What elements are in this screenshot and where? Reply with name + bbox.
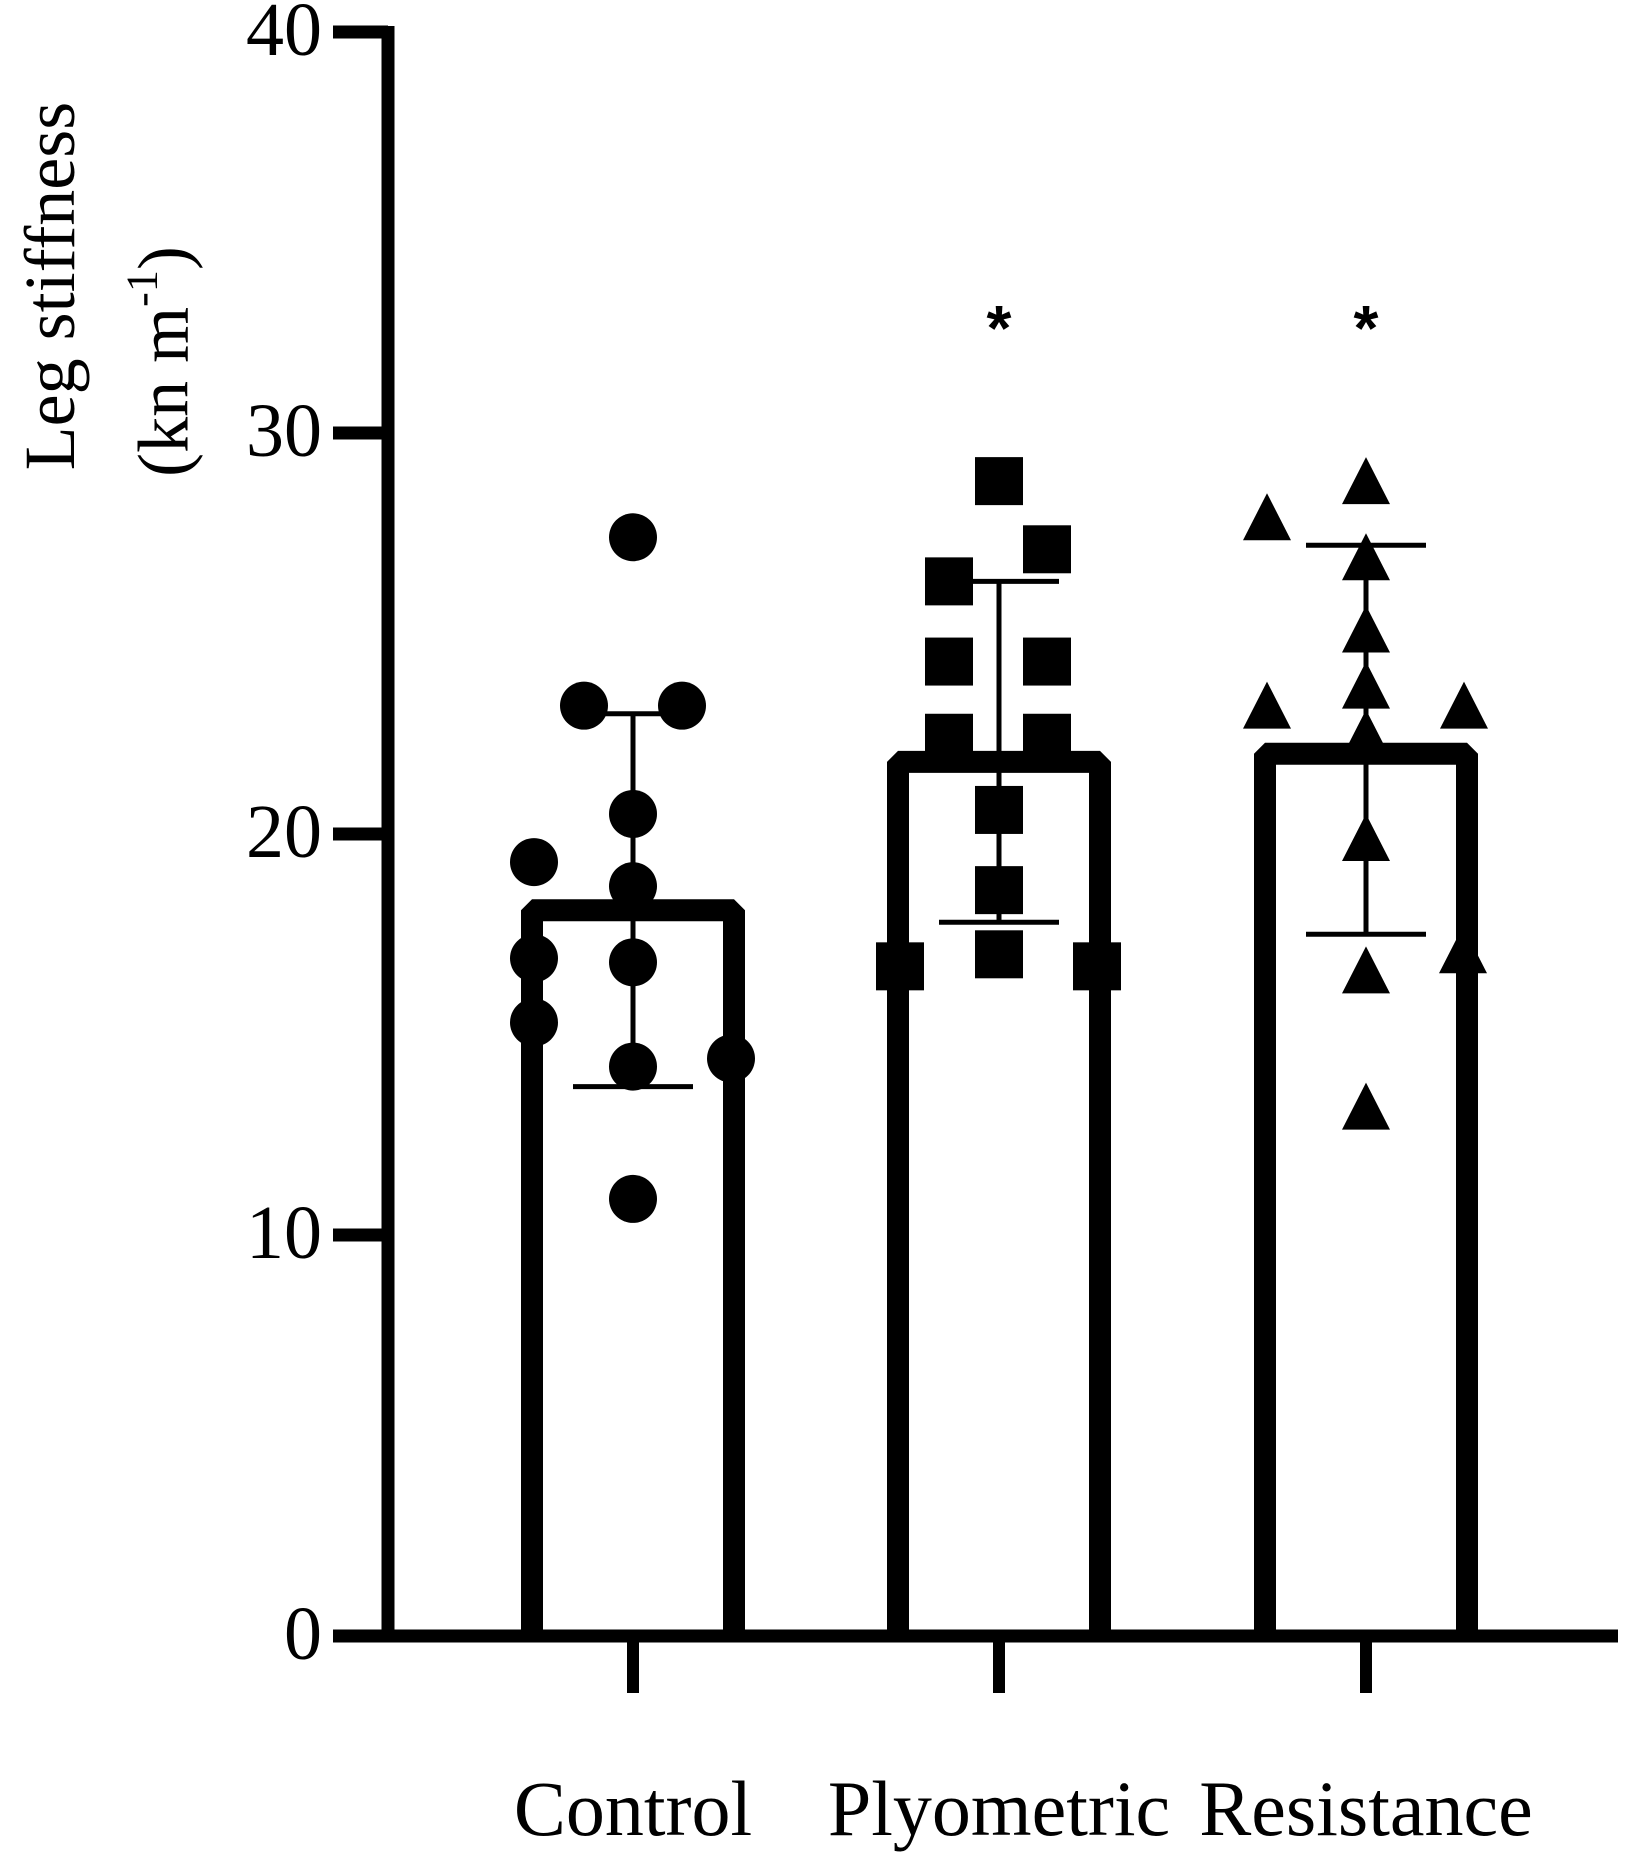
data-point-square (925, 637, 973, 686)
x-category-label: Plyometric (827, 1765, 1171, 1852)
significance-asterisk: * (986, 292, 1012, 364)
data-point-square (975, 866, 1023, 915)
data-point-square (876, 942, 924, 991)
y-tick-label: 0 (284, 1592, 322, 1676)
data-point-circle (510, 838, 558, 887)
data-point-square (925, 713, 973, 762)
data-point-square (1023, 525, 1071, 574)
y-tick-label: 10 (246, 1191, 322, 1275)
data-point-circle (658, 681, 706, 730)
data-point-circle (510, 934, 558, 983)
x-category-label: Control (513, 1765, 753, 1852)
data-point-circle (609, 1174, 657, 1223)
data-point-square (975, 457, 1023, 506)
data-point-circle (510, 998, 558, 1047)
data-point-triangle (1243, 681, 1291, 729)
data-point-triangle (1342, 533, 1390, 581)
data-point-circle (609, 513, 657, 562)
data-point-square (975, 930, 1023, 979)
x-category-label: Resistance (1199, 1765, 1533, 1852)
data-point-triangle (1342, 946, 1390, 994)
data-point-circle (609, 789, 657, 838)
significance-asterisk: * (1353, 292, 1379, 364)
y-tick-label: 20 (246, 790, 322, 874)
data-point-square (975, 785, 1023, 834)
data-point-circle (560, 681, 608, 730)
y-axis-title-line2: (kn m-1) (118, 207, 204, 517)
data-point-square (925, 557, 973, 606)
data-point-square (1023, 637, 1071, 686)
data-points (510, 457, 1488, 1223)
data-point-triangle (1440, 681, 1488, 729)
data-point-triangle (1342, 605, 1390, 653)
data-point-circle (609, 1042, 657, 1091)
data-point-circle (707, 1034, 755, 1083)
y-tick-label: 30 (246, 389, 322, 473)
data-point-triangle (1243, 493, 1291, 541)
axes (333, 25, 1618, 1693)
data-point-triangle (1342, 457, 1390, 505)
data-point-square (1073, 942, 1121, 991)
data-point-triangle (1342, 1082, 1390, 1130)
data-point-circle (609, 862, 657, 911)
y-axis-unit: (kn m (123, 306, 204, 477)
y-axis-title-line1: Leg stiffness (10, 101, 90, 471)
y-axis-unit-close: ) (123, 246, 204, 271)
data-point-square (1023, 713, 1071, 762)
data-point-triangle (1342, 709, 1390, 757)
data-point-triangle (1342, 814, 1390, 862)
data-point-triangle (1439, 926, 1487, 974)
data-point-triangle (1342, 661, 1390, 709)
y-tick-label: 40 (246, 0, 322, 72)
y-axis-unit-exponent: -1 (117, 270, 167, 307)
data-point-circle (609, 938, 657, 987)
